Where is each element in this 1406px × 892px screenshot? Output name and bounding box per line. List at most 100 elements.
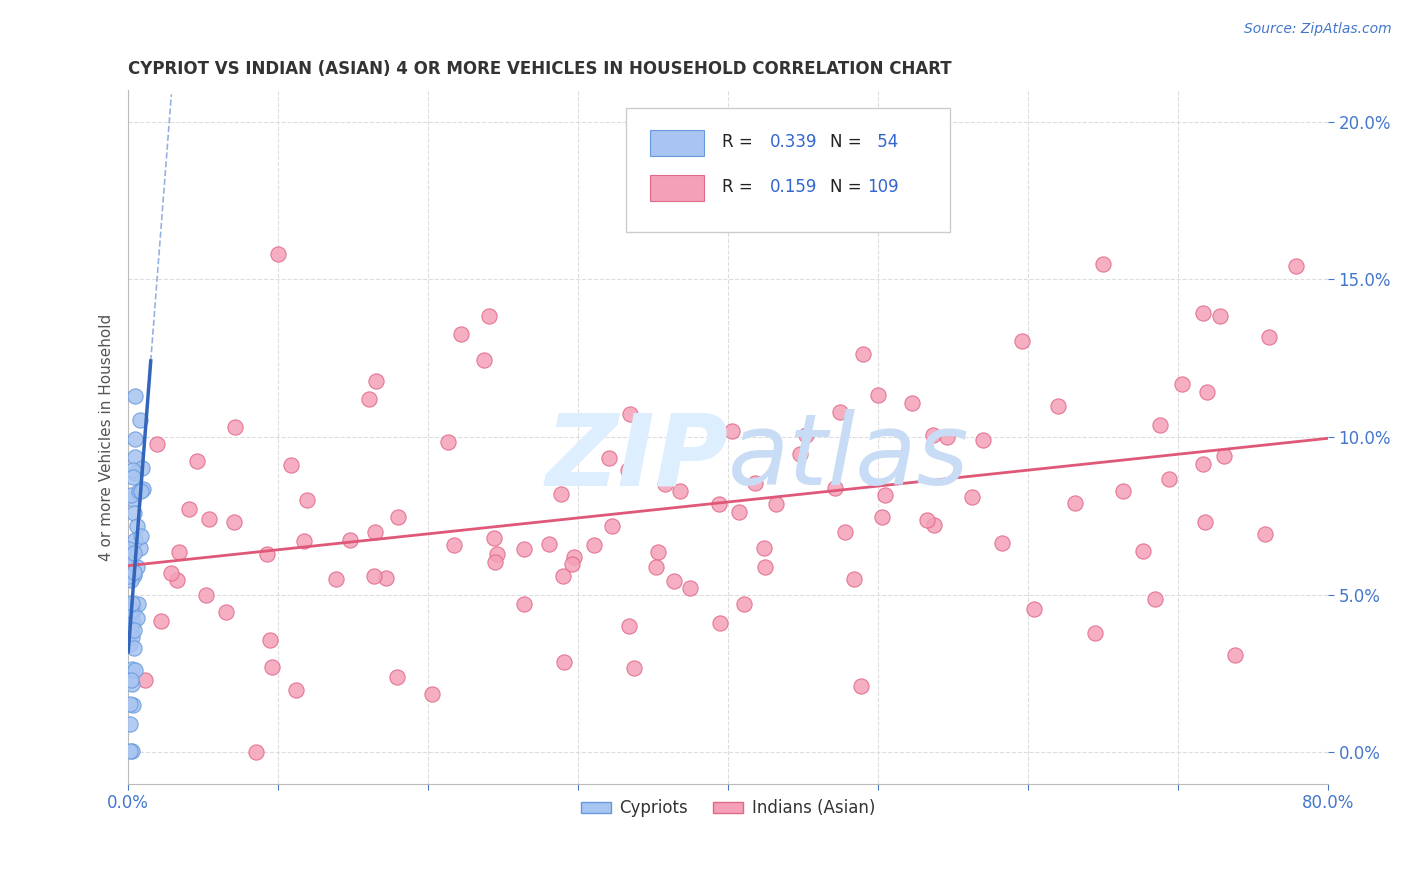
Point [1022,601,1045,615]
Point [1046,399,1069,413]
Point [901,395,924,409]
Point [122,506,145,520]
Point [644,560,666,574]
Point [551,569,574,583]
Text: N =: N = [830,178,868,196]
Point [131,461,153,475]
Point [824,481,846,495]
Point [922,517,945,532]
Point [583,538,606,552]
Point [561,557,583,571]
Text: CYPRIOT VS INDIAN (ASIAN) 4 OR MORE VEHICLES IN HOUSEHOLD CORRELATION CHART: CYPRIOT VS INDIAN (ASIAN) 4 OR MORE VEHI… [128,60,952,78]
Point [120,621,142,635]
Point [1157,472,1180,486]
Point [122,623,145,637]
Point [131,484,153,499]
Point [450,327,472,342]
Point [1192,306,1215,320]
Point [120,623,142,637]
Point [256,547,278,561]
Point [129,541,152,555]
Point [120,573,142,587]
Point [127,597,149,611]
Point [363,569,385,583]
Point [721,424,744,438]
Point [325,572,347,586]
Point [849,679,872,693]
Point [186,454,208,468]
Point [709,497,731,511]
Bar [650,130,704,156]
Point [1132,543,1154,558]
Point [485,548,508,562]
Point [870,509,893,524]
Point [149,614,172,628]
Point [120,603,142,617]
Point [420,687,443,701]
Point [875,488,897,502]
Point [960,490,983,504]
Point [267,247,290,261]
Point [118,555,141,569]
Point [443,538,465,552]
Point [842,572,865,586]
Text: 54: 54 [872,133,898,152]
FancyBboxPatch shape [626,108,950,233]
Point [292,534,315,549]
Point [852,347,875,361]
Point [121,662,143,676]
Point [195,588,218,602]
Point [134,673,156,688]
Point [915,513,938,527]
Point [160,566,183,581]
Point [1195,385,1218,400]
Point [727,505,749,519]
Point [1257,330,1279,344]
Point [121,617,143,632]
Point [619,407,641,421]
Point [553,655,575,669]
Point [1194,515,1216,529]
Text: 0.159: 0.159 [770,178,817,196]
Text: N =: N = [830,133,868,152]
Point [118,619,141,633]
Point [617,463,640,477]
Point [562,549,585,564]
Bar [650,175,704,202]
Point [647,545,669,559]
Point [1209,310,1232,324]
Point [623,661,645,675]
Point [550,486,572,500]
Point [122,463,145,477]
Point [482,531,505,545]
Point [122,546,145,560]
Text: 109: 109 [868,178,898,196]
Point [124,432,146,446]
Point [120,625,142,640]
Point [1253,527,1275,541]
Point [120,717,142,731]
Point [513,597,536,611]
Point [215,605,238,619]
Point [1171,377,1194,392]
Point [262,659,284,673]
Point [834,524,856,539]
Point [118,542,141,557]
Point [198,512,221,526]
Point [437,435,460,450]
Point [118,626,141,640]
Point [602,519,624,533]
Point [259,632,281,647]
Point [127,518,149,533]
Point [121,491,143,506]
Point [285,682,308,697]
Point [295,492,318,507]
Point [935,429,957,443]
Point [477,309,499,323]
Point [118,637,141,651]
Point [830,405,852,419]
Point [747,194,769,208]
Point [127,560,149,574]
Point [121,677,143,691]
Point [654,476,676,491]
